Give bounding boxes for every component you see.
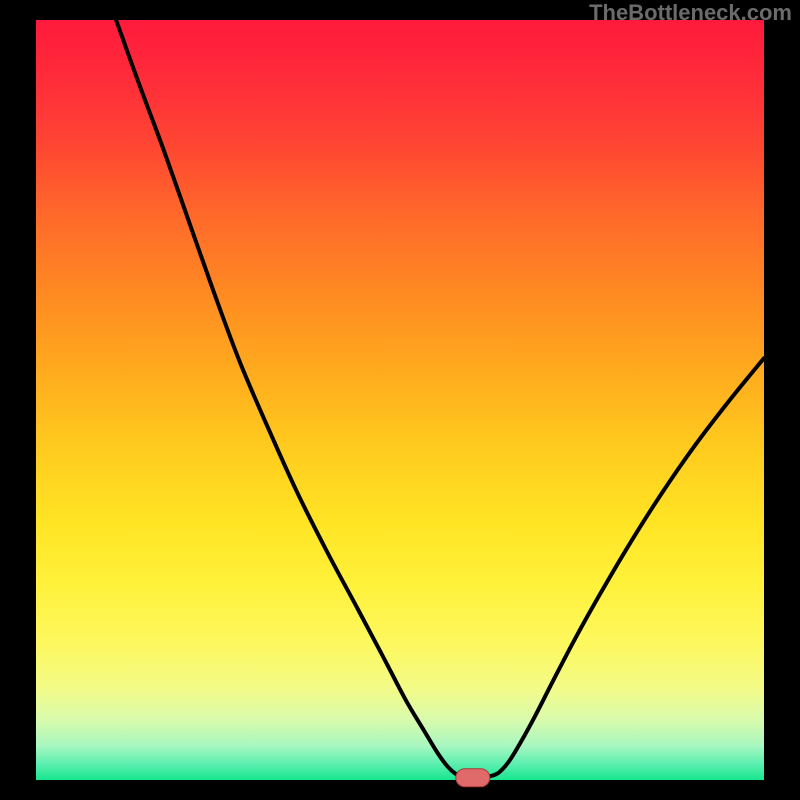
plot-background (36, 20, 764, 780)
bottleneck-chart (0, 0, 800, 800)
optimal-marker (456, 769, 490, 787)
chart-stage: TheBottleneck.com (0, 0, 800, 800)
